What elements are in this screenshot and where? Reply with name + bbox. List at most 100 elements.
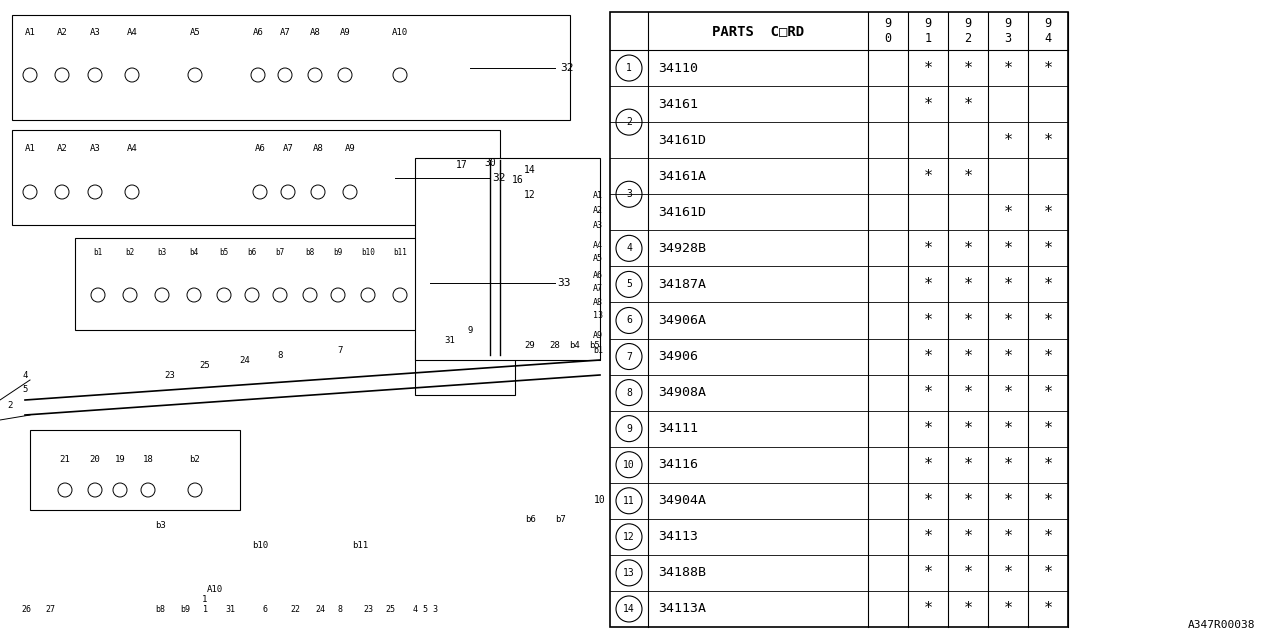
Text: PARTS  C□RD: PARTS C□RD [712, 24, 804, 38]
Text: b9: b9 [180, 605, 189, 614]
Text: 26: 26 [20, 605, 31, 614]
Text: 16: 16 [512, 175, 524, 185]
Circle shape [88, 68, 102, 82]
Circle shape [253, 185, 268, 199]
Text: *: * [1004, 602, 1012, 616]
Text: *: * [964, 457, 973, 472]
Circle shape [311, 185, 325, 199]
Text: b3: b3 [155, 520, 165, 529]
Text: b8: b8 [306, 248, 315, 257]
Text: *: * [1043, 457, 1052, 472]
Text: b1: b1 [593, 346, 603, 355]
Text: 2: 2 [8, 401, 13, 410]
Text: 34161D: 34161D [658, 134, 707, 147]
Text: b2: b2 [189, 456, 201, 465]
Text: 7: 7 [338, 346, 343, 355]
Text: A4: A4 [127, 143, 137, 152]
Circle shape [188, 68, 202, 82]
Text: *: * [1043, 205, 1052, 220]
Text: 34110: 34110 [658, 61, 698, 74]
Text: 33: 33 [557, 278, 571, 288]
Text: A3: A3 [90, 28, 100, 36]
Text: A5: A5 [189, 28, 201, 36]
Text: 19: 19 [115, 456, 125, 465]
Text: 8: 8 [626, 388, 632, 397]
Text: 6: 6 [626, 316, 632, 326]
Circle shape [187, 288, 201, 302]
Circle shape [393, 288, 407, 302]
Text: b6: b6 [247, 248, 256, 257]
Text: b10: b10 [252, 541, 268, 550]
Text: b4: b4 [189, 248, 198, 257]
Text: 9
4: 9 4 [1044, 17, 1052, 45]
Text: b5: b5 [219, 248, 229, 257]
Circle shape [23, 68, 37, 82]
Text: *: * [1004, 349, 1012, 364]
Text: b7: b7 [554, 515, 566, 525]
Text: *: * [923, 61, 933, 76]
Text: *: * [1004, 493, 1012, 508]
Text: A9: A9 [593, 330, 603, 339]
Text: 20: 20 [90, 456, 100, 465]
Text: A7: A7 [279, 28, 291, 36]
Text: A4: A4 [593, 241, 603, 250]
Text: 25: 25 [385, 605, 396, 614]
Text: 17: 17 [456, 160, 468, 170]
Text: b8: b8 [155, 605, 165, 614]
Text: *: * [964, 602, 973, 616]
Text: b1: b1 [93, 248, 102, 257]
Text: 34928B: 34928B [658, 242, 707, 255]
Bar [29, 430, 241, 510]
Text: *: * [964, 169, 973, 184]
Text: 10: 10 [594, 495, 605, 505]
Text: b9: b9 [333, 248, 343, 257]
Text: b5: b5 [590, 340, 600, 349]
Text: *: * [1043, 349, 1052, 364]
Text: 9
2: 9 2 [964, 17, 972, 45]
Text: 34904A: 34904A [658, 494, 707, 508]
Text: 9: 9 [626, 424, 632, 434]
Text: 34111: 34111 [658, 422, 698, 435]
Text: 34116: 34116 [658, 458, 698, 471]
Circle shape [55, 68, 69, 82]
Text: 1: 1 [202, 605, 207, 614]
Text: *: * [1043, 385, 1052, 400]
Text: *: * [1004, 241, 1012, 256]
Text: 21: 21 [60, 456, 70, 465]
Text: *: * [1004, 205, 1012, 220]
Text: *: * [1004, 61, 1012, 76]
Bar [415, 340, 515, 395]
Text: 23: 23 [364, 605, 372, 614]
Text: 1: 1 [202, 595, 207, 605]
Circle shape [23, 185, 37, 199]
Text: 34113A: 34113A [658, 602, 707, 616]
Text: b3: b3 [157, 248, 166, 257]
Circle shape [218, 288, 230, 302]
Circle shape [361, 288, 375, 302]
Text: b4: b4 [570, 340, 580, 349]
Circle shape [303, 288, 317, 302]
Text: 34188B: 34188B [658, 566, 707, 579]
Text: A4: A4 [127, 28, 137, 36]
Text: 34908A: 34908A [658, 386, 707, 399]
Text: A3: A3 [90, 143, 100, 152]
Text: *: * [1043, 241, 1052, 256]
Text: 9
1: 9 1 [924, 17, 932, 45]
Circle shape [244, 288, 259, 302]
Text: *: * [1004, 565, 1012, 580]
Bar [12, 130, 500, 225]
Bar [12, 15, 570, 120]
Text: *: * [1004, 313, 1012, 328]
Bar [415, 158, 600, 360]
Text: A1: A1 [593, 191, 603, 200]
Text: 9
3: 9 3 [1005, 17, 1011, 45]
Text: 14: 14 [524, 165, 536, 175]
Text: *: * [1004, 457, 1012, 472]
Text: b11: b11 [393, 248, 407, 257]
Text: A10: A10 [207, 586, 223, 595]
Text: *: * [1043, 61, 1052, 76]
Text: A9: A9 [344, 143, 356, 152]
Text: 14: 14 [623, 604, 635, 614]
Text: *: * [964, 565, 973, 580]
Text: *: * [923, 529, 933, 545]
